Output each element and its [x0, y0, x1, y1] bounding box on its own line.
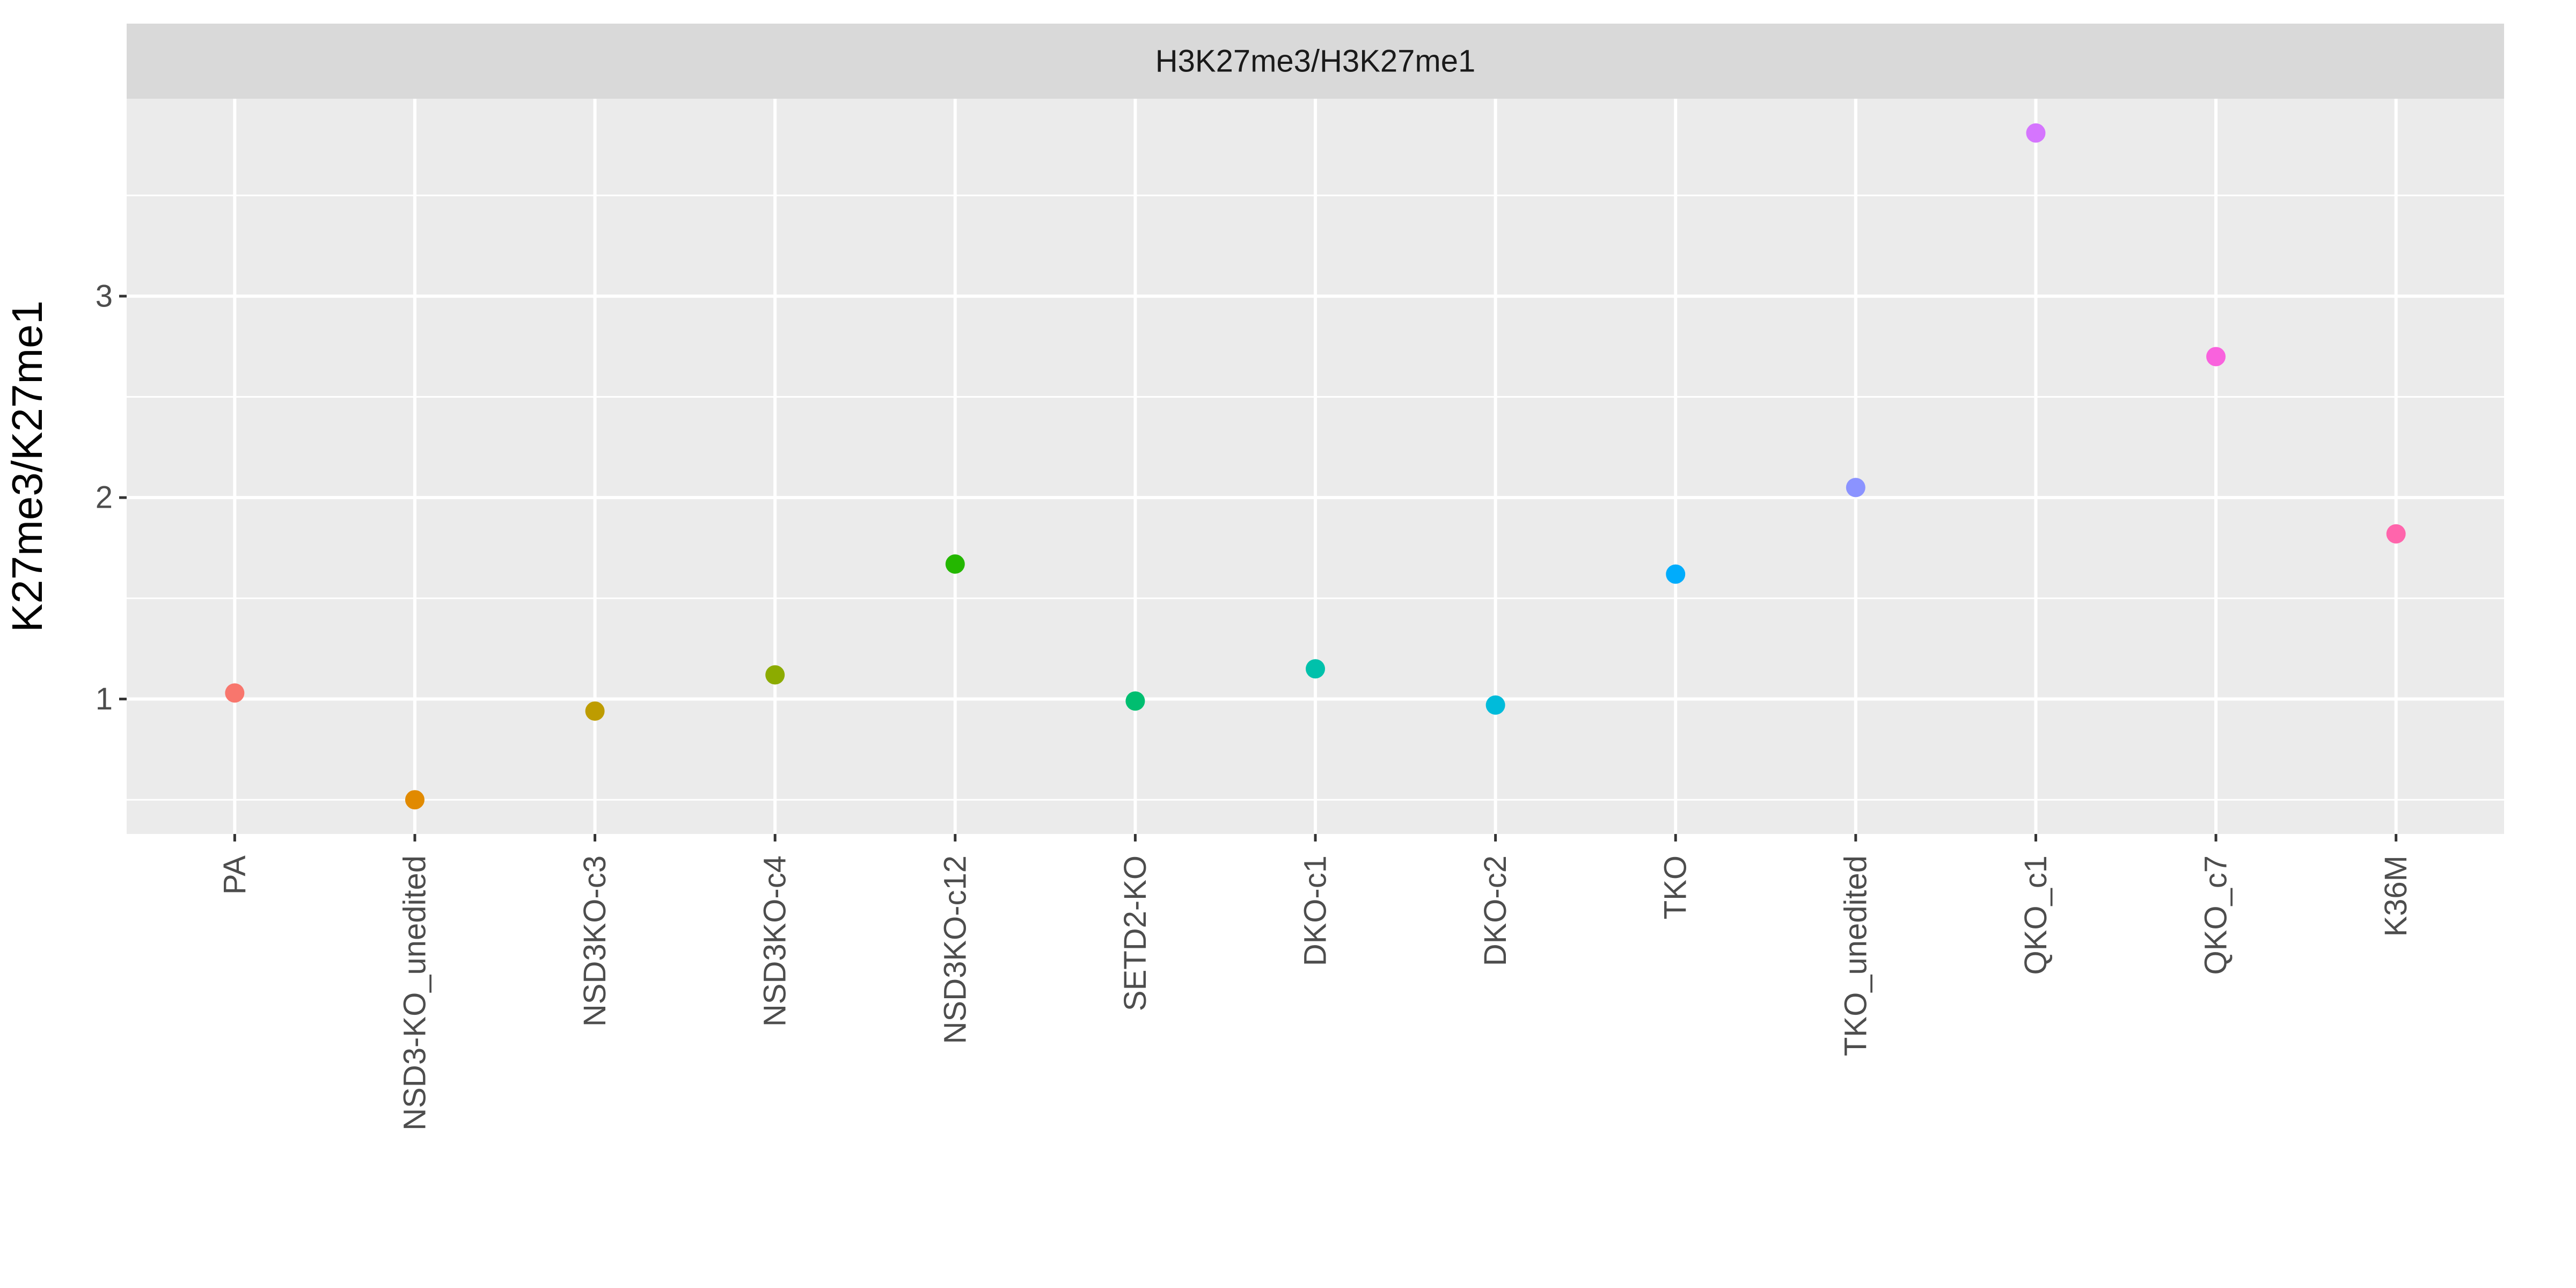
data-point: [765, 665, 785, 685]
facet-strip-label: H3K27me3/H3K27me1: [1155, 44, 1475, 79]
data-point: [2026, 123, 2046, 143]
x-tick-label: NSD3KO-c3: [577, 855, 612, 1027]
x-tick-label: NSD3KO-c4: [758, 855, 793, 1027]
data-point: [225, 683, 245, 703]
x-tick-label: QKO_c1: [2018, 855, 2053, 975]
x-axis: PA NSD3-KO_unedited NSD3KO-c3 NSD3KO-c4 NSD3…: [217, 834, 2413, 1131]
x-tick-label: TKO: [1658, 855, 1693, 919]
grid-lines: [127, 99, 2504, 834]
x-tick-label: PA: [217, 855, 252, 895]
data-point: [2206, 347, 2226, 367]
data-points: [225, 123, 2406, 810]
data-point: [1306, 659, 1325, 679]
x-tick-label: SETD2-KO: [1118, 855, 1153, 1011]
facet-strip: [127, 24, 2504, 99]
y-tick-label: 1: [96, 682, 113, 716]
x-tick-label: K36M: [2379, 855, 2413, 937]
x-tick-label: DKO-c2: [1478, 855, 1513, 966]
x-tick-label: NSD3-KO_unedited: [397, 855, 432, 1131]
data-point: [945, 554, 965, 574]
data-point: [1846, 478, 1865, 497]
y-axis: 1 2 3: [96, 279, 127, 716]
y-tick-label: 2: [96, 480, 113, 515]
data-point: [1125, 691, 1145, 711]
data-point: [405, 790, 425, 810]
x-tick-label: QKO_c7: [2199, 855, 2234, 975]
x-tick-label: NSD3KO-c12: [938, 855, 972, 1044]
x-tick-label: TKO_unedited: [1838, 855, 1873, 1056]
data-point: [2386, 524, 2406, 544]
y-axis-title: K27me3/K27me1: [3, 301, 51, 632]
data-point: [585, 701, 605, 721]
y-tick-label: 3: [96, 279, 113, 313]
data-point: [1485, 695, 1505, 715]
data-point: [1666, 564, 1686, 584]
x-tick-label: DKO-c1: [1298, 855, 1333, 966]
